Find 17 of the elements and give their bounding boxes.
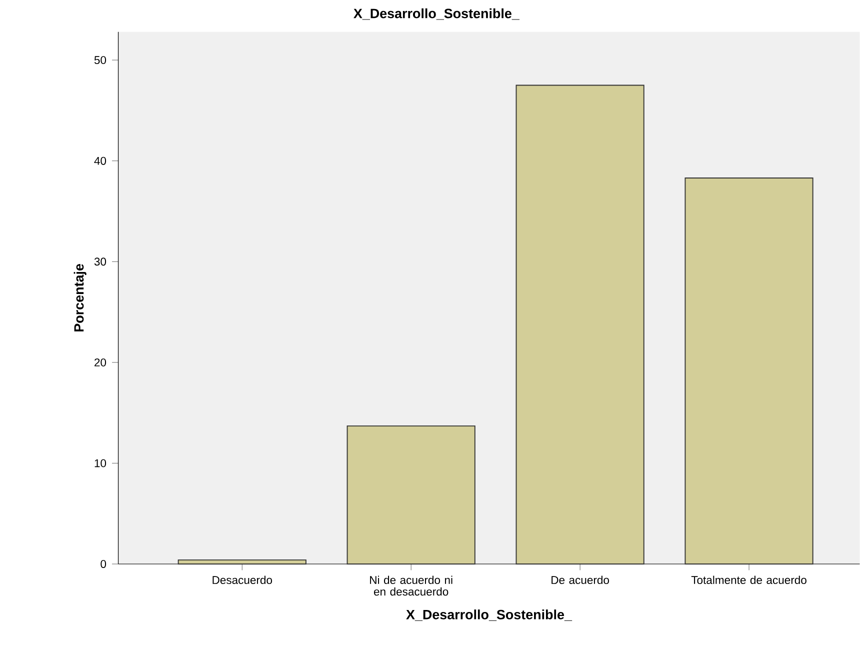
x-tick-label: Ni de acuerdo ni en desacuerdo <box>370 576 452 596</box>
y-axis-title: Porcentaje <box>74 264 86 332</box>
y-tick-label: 30 <box>94 258 106 266</box>
y-tick-label: 50 <box>94 56 106 64</box>
bar <box>684 178 814 565</box>
x-axis-title: X_Desarrollo_Sostenible_ <box>406 610 572 622</box>
x-tick-label: Totalmente de acuerdo <box>691 576 806 584</box>
y-tick-label: 10 <box>94 459 106 468</box>
x-tick-label: Desacuerdo <box>212 576 272 584</box>
y-tick-label: 20 <box>94 358 106 367</box>
bar <box>178 560 306 565</box>
bar <box>516 84 644 565</box>
x-tick-label: De acuerdo <box>552 576 609 584</box>
bar <box>346 426 476 565</box>
chart-title: X_Desarrollo_Sostenible_ <box>354 8 520 20</box>
y-tick-label: 0 <box>100 560 106 568</box>
y-tick-label: 40 <box>94 157 106 166</box>
